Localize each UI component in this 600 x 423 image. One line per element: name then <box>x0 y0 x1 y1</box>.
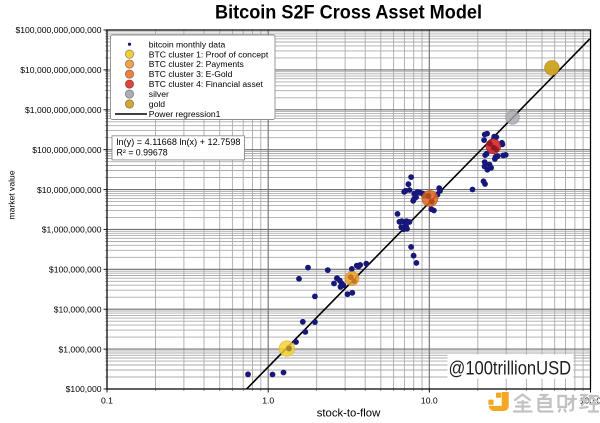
svg-text:silver: silver <box>149 89 169 99</box>
svg-text:Power regression1: Power regression1 <box>149 109 221 119</box>
svg-text:$1,000,000,000: $1,000,000,000 <box>42 225 102 235</box>
svg-text:$100,000: $100,000 <box>66 384 102 394</box>
svg-text:BTC cluster 1: Proof of concep: BTC cluster 1: Proof of concept <box>149 49 269 59</box>
svg-text:$10,000,000,000: $10,000,000,000 <box>37 185 102 195</box>
svg-text:$1,000,000: $1,000,000 <box>58 344 101 354</box>
svg-text:R² = 0.99678: R² = 0.99678 <box>117 147 168 157</box>
svg-text:$1,000,000,000,000: $1,000,000,000,000 <box>25 105 102 115</box>
svg-text:$10,000,000,000,000: $10,000,000,000,000 <box>20 65 101 75</box>
svg-text:BTC cluster 4: Financial asset: BTC cluster 4: Financial asset <box>149 79 264 89</box>
svg-text:market value: market value <box>7 170 17 219</box>
svg-text:$100,000,000: $100,000,000 <box>49 265 102 275</box>
svg-text:bitcoin monthly data: bitcoin monthly data <box>149 39 226 49</box>
svg-text:@100trillionUSD: @100trillionUSD <box>449 359 572 380</box>
svg-text:10.0: 10.0 <box>421 395 438 405</box>
svg-text:1.0: 1.0 <box>262 395 274 405</box>
svg-text:BTC cluster 2: Payments: BTC cluster 2: Payments <box>149 59 244 69</box>
svg-text:$100,000,000,000: $100,000,000,000 <box>32 145 102 155</box>
svg-text:stock-to-flow: stock-to-flow <box>317 408 381 419</box>
svg-text:BTC cluster 3: E-Gold: BTC cluster 3: E-Gold <box>149 69 233 79</box>
svg-text:Bitcoin S2F Cross Asset Model: Bitcoin S2F Cross Asset Model <box>215 3 482 24</box>
svg-text:ln(y) = 4.11668 ln(x) + 12.759: ln(y) = 4.11668 ln(x) + 12.7598 <box>117 137 241 147</box>
svg-text:$10,000,000: $10,000,000 <box>54 304 102 314</box>
svg-text:0.1: 0.1 <box>101 395 113 405</box>
svg-text:$100,000,000,000,000: $100,000,000,000,000 <box>15 25 101 35</box>
svg-text:gold: gold <box>149 99 165 109</box>
